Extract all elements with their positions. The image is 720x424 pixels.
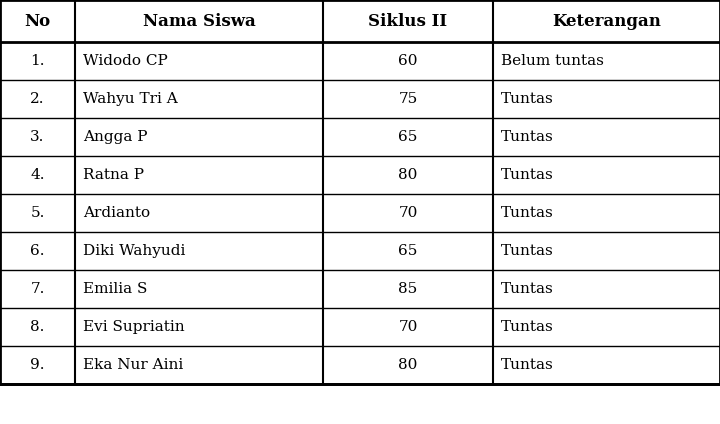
Text: Belum tuntas: Belum tuntas [501, 54, 604, 68]
Text: 60: 60 [398, 54, 418, 68]
Text: Ardianto: Ardianto [83, 206, 150, 220]
Text: 80: 80 [398, 168, 418, 182]
Text: 85: 85 [398, 282, 418, 296]
Text: Emilia S: Emilia S [83, 282, 148, 296]
Text: Tuntas: Tuntas [501, 206, 554, 220]
Text: 75: 75 [398, 92, 418, 106]
Text: No: No [24, 12, 50, 30]
Text: Tuntas: Tuntas [501, 92, 554, 106]
Text: Ratna P: Ratna P [83, 168, 144, 182]
Text: Tuntas: Tuntas [501, 168, 554, 182]
Text: Tuntas: Tuntas [501, 320, 554, 334]
Text: Keterangan: Keterangan [552, 12, 661, 30]
Text: Siklus II: Siklus II [369, 12, 448, 30]
Text: 7.: 7. [30, 282, 45, 296]
Text: Tuntas: Tuntas [501, 282, 554, 296]
Text: 5.: 5. [30, 206, 45, 220]
Text: 4.: 4. [30, 168, 45, 182]
Text: 2.: 2. [30, 92, 45, 106]
Text: 8.: 8. [30, 320, 45, 334]
Text: Tuntas: Tuntas [501, 130, 554, 144]
Text: 9.: 9. [30, 358, 45, 372]
Text: 1.: 1. [30, 54, 45, 68]
Text: 65: 65 [398, 130, 418, 144]
Text: 3.: 3. [30, 130, 45, 144]
Text: 70: 70 [398, 320, 418, 334]
Text: 80: 80 [398, 358, 418, 372]
Text: Tuntas: Tuntas [501, 244, 554, 258]
Text: Evi Supriatin: Evi Supriatin [83, 320, 184, 334]
Text: 6.: 6. [30, 244, 45, 258]
Text: Widodo CP: Widodo CP [83, 54, 168, 68]
Text: 65: 65 [398, 244, 418, 258]
Text: Angga P: Angga P [83, 130, 148, 144]
Text: 70: 70 [398, 206, 418, 220]
Text: Wahyu Tri A: Wahyu Tri A [83, 92, 178, 106]
Text: Eka Nur Aini: Eka Nur Aini [83, 358, 184, 372]
Text: Tuntas: Tuntas [501, 358, 554, 372]
Text: Diki Wahyudi: Diki Wahyudi [83, 244, 185, 258]
Text: Nama Siswa: Nama Siswa [143, 12, 256, 30]
